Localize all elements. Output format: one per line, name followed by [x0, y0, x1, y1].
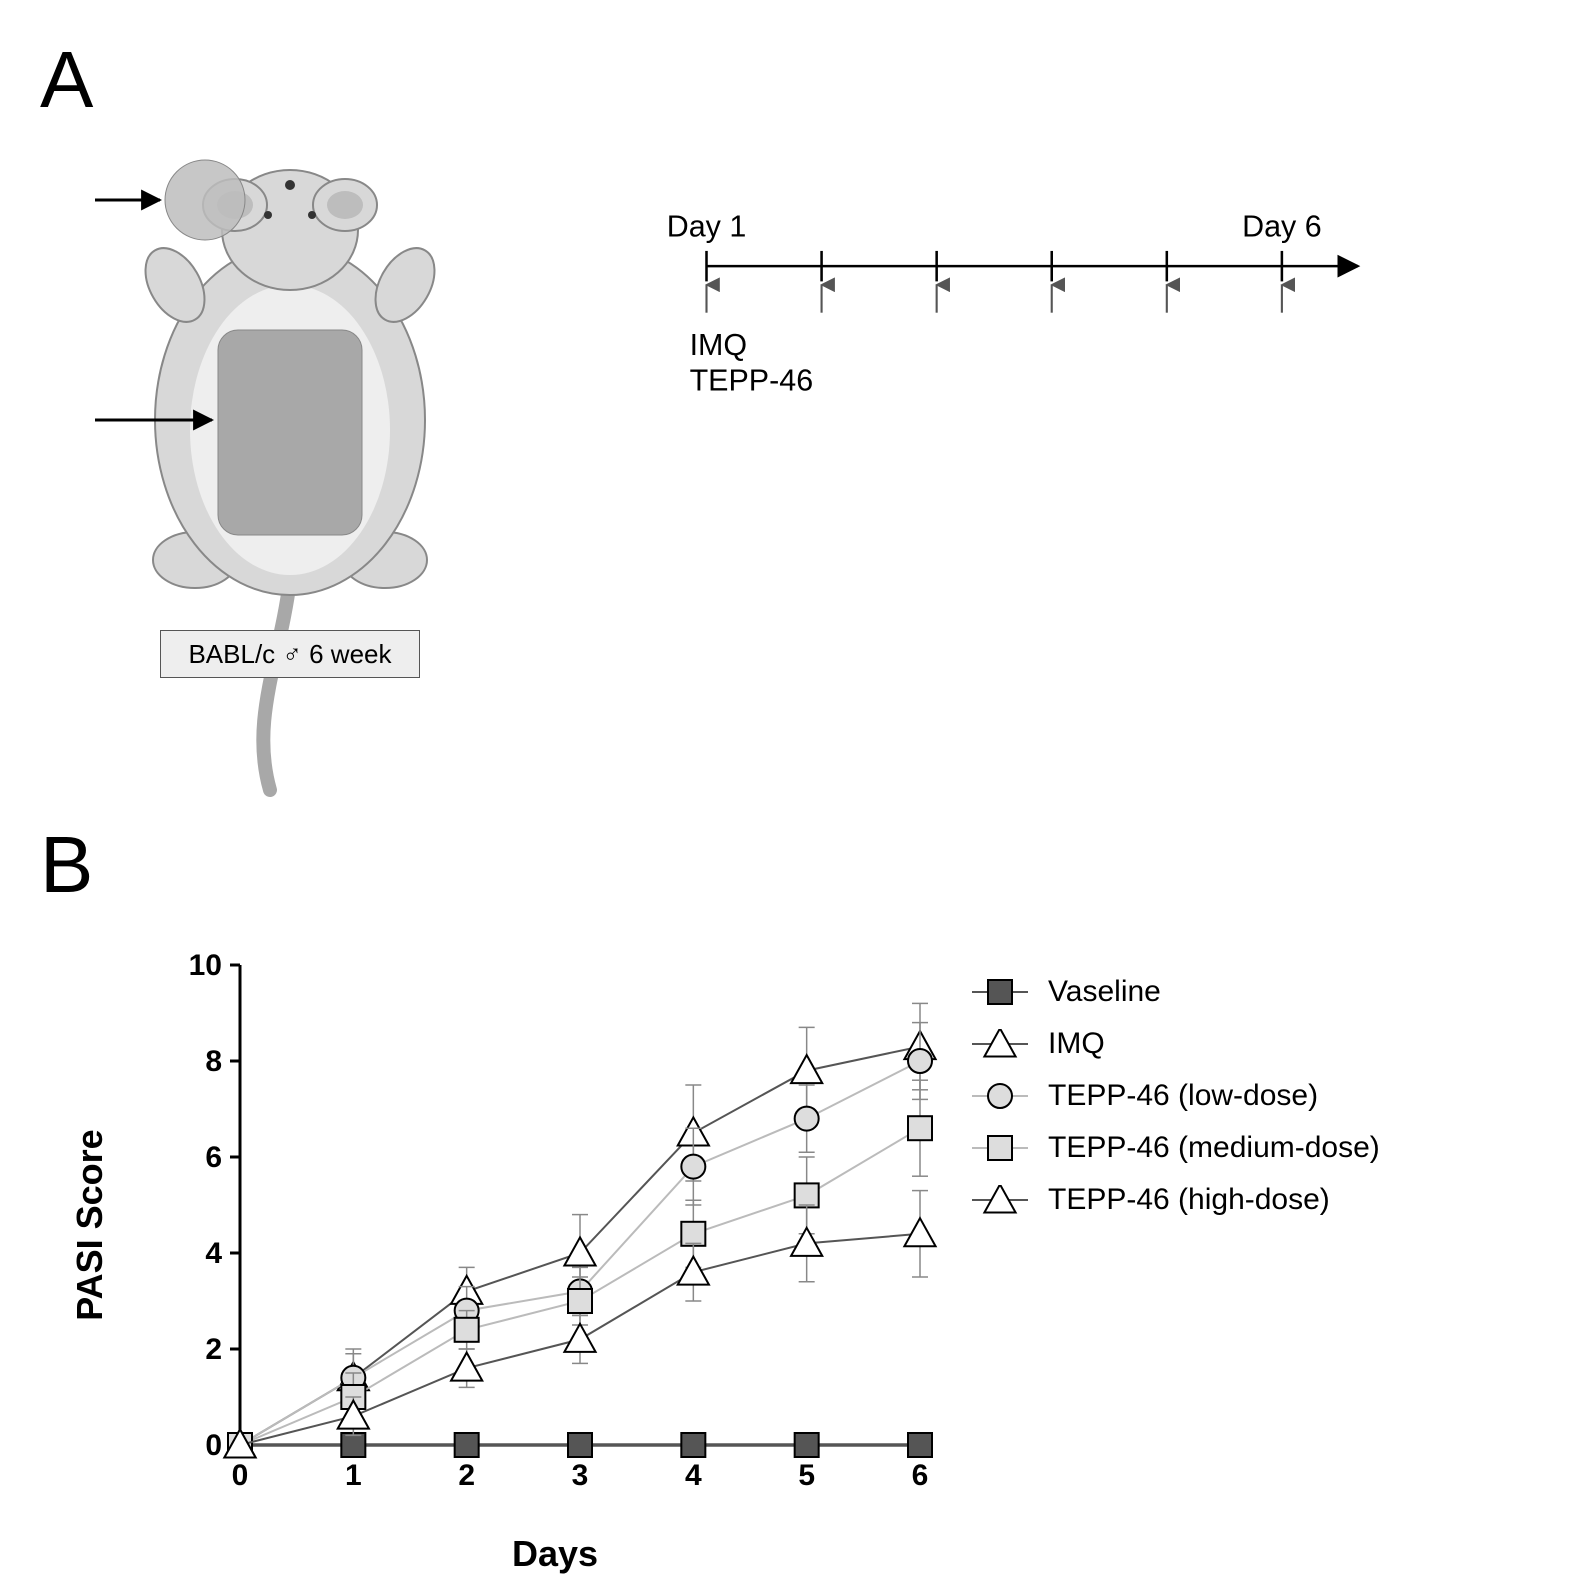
legend-label: TEPP-46 (high-dose)	[1048, 1183, 1330, 1217]
svg-text:6: 6	[205, 1141, 222, 1174]
legend-item: Vaseline	[970, 975, 1380, 1009]
panel-b: 02468100123456*** PASI Score Days Vaseli…	[40, 945, 1553, 1505]
legend: Vaseline IMQ TEPP-46 (low-dose) TEPP-46 (m…	[970, 975, 1380, 1235]
svg-text:10: 10	[189, 949, 222, 982]
svg-text:1: 1	[345, 1459, 362, 1492]
svg-text:4: 4	[685, 1459, 702, 1492]
svg-text:8: 8	[205, 1045, 222, 1078]
figure: A BABL/c ♂ 6 week Day 1Day 6IMQTEPP-46 B…	[40, 40, 1553, 1505]
svg-text:Day 6: Day 6	[1242, 210, 1322, 244]
legend-item: TEPP-46 (low-dose)	[970, 1079, 1380, 1113]
svg-text:TEPP-46: TEPP-46	[690, 364, 814, 398]
svg-text:6: 6	[912, 1459, 929, 1492]
svg-text:IMQ: IMQ	[690, 328, 748, 362]
svg-text:0: 0	[205, 1429, 222, 1462]
pasi-chart: 02468100123456***	[170, 945, 940, 1505]
legend-label: TEPP-46 (medium-dose)	[1048, 1131, 1380, 1165]
x-axis-label: Days	[512, 1533, 598, 1575]
svg-text:Day 1: Day 1	[667, 210, 747, 244]
legend-label: IMQ	[1048, 1027, 1105, 1061]
mouse-diagram: BABL/c ♂ 6 week	[40, 120, 490, 805]
timeline: Day 1 Day 6 IMQTEPP-46	[490, 120, 1553, 415]
chart-area: 02468100123456*** PASI Score Days	[170, 945, 940, 1505]
legend-item: IMQ	[970, 1027, 1380, 1061]
y-axis-label: PASI Score	[69, 1129, 111, 1320]
svg-text:5: 5	[798, 1459, 815, 1492]
legend-item: TEPP-46 (medium-dose)	[970, 1131, 1380, 1165]
panel-a-label: A	[40, 40, 1553, 120]
legend-label: TEPP-46 (low-dose)	[1048, 1079, 1318, 1113]
timeline-svg: Day 1 Day 6 IMQTEPP-46	[520, 190, 1553, 410]
mouse-svg	[40, 120, 490, 800]
svg-text:4: 4	[205, 1237, 222, 1270]
svg-text:3: 3	[572, 1459, 589, 1492]
svg-text:2: 2	[205, 1333, 222, 1366]
mouse-strain-label: BABL/c ♂ 6 week	[160, 630, 420, 678]
legend-label: Vaseline	[1048, 975, 1161, 1009]
svg-text:2: 2	[458, 1459, 475, 1492]
svg-text:0: 0	[232, 1459, 249, 1492]
legend-item: TEPP-46 (high-dose)	[970, 1183, 1380, 1217]
panel-a: BABL/c ♂ 6 week Day 1 Day 6 IMQTEPP-46	[40, 120, 1553, 805]
panel-b-label: B	[40, 825, 1553, 905]
